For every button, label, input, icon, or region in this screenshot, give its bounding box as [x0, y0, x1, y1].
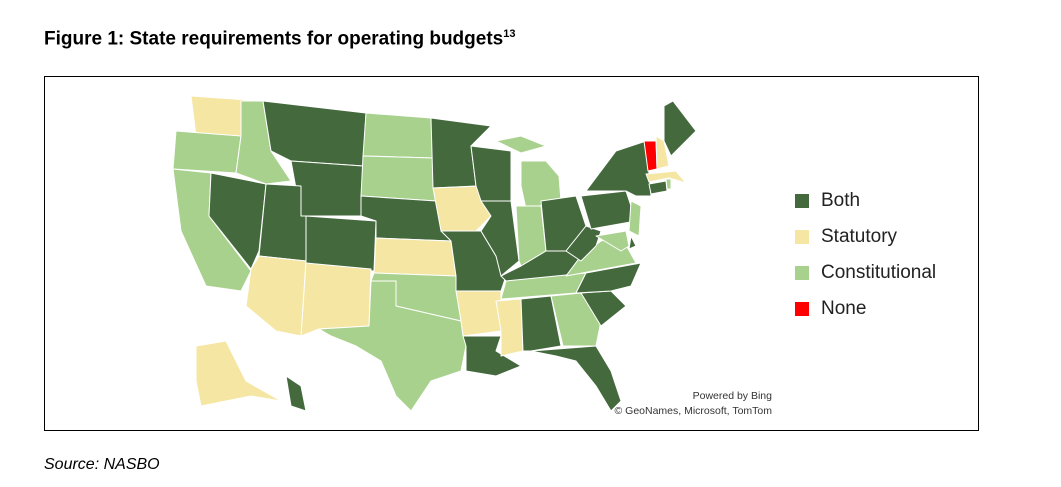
map-frame: Both Statutory Constitutional None Power… [44, 76, 979, 431]
state-sd [360, 155, 437, 202]
state-ia [432, 185, 492, 232]
state-ri [665, 178, 672, 190]
state-nm [300, 262, 372, 337]
legend-label: Constitutional [821, 262, 937, 283]
legend-label: Both [821, 190, 861, 211]
state-mt [262, 100, 367, 167]
state-me [663, 100, 697, 157]
state-ks [373, 237, 457, 277]
state-ct [648, 180, 668, 195]
legend-item-constitutional: Constitutional [795, 255, 936, 291]
legend-swatch [795, 302, 809, 316]
figure-title: Figure 1: State requirements for operati… [44, 28, 516, 50]
state-wy [290, 160, 364, 217]
state-nc [575, 262, 642, 294]
legend-label: None [821, 298, 867, 319]
state-co [305, 215, 377, 272]
legend-item-statutory: Statutory [795, 219, 936, 255]
state-fl [530, 345, 622, 412]
source-note: Source: NASBO [44, 456, 160, 473]
state-nv [208, 172, 267, 270]
legend-item-both: Both [795, 183, 936, 219]
state-nd [362, 112, 434, 159]
state-ms [495, 298, 524, 357]
state-ak [195, 340, 282, 407]
state-or [172, 130, 242, 174]
legend-label: Statutory [821, 226, 898, 247]
state-az [245, 255, 307, 337]
state-tx [318, 280, 467, 412]
legend-swatch [795, 266, 809, 280]
state-nh [655, 135, 670, 170]
state-al [520, 295, 562, 352]
map-credit-attribution: © GeoNames, Microsoft, TomTom [614, 405, 773, 417]
state-wv [565, 225, 602, 262]
state-pa [580, 190, 637, 230]
legend-swatch [795, 230, 809, 244]
state-ma [645, 170, 687, 184]
state-de [628, 235, 637, 250]
map-credit-powered: Powered by Bing [692, 390, 772, 402]
state-ar [455, 290, 502, 337]
state-la [462, 335, 522, 377]
state-hi [285, 375, 307, 412]
legend-swatch [795, 194, 809, 208]
state-il [480, 200, 520, 277]
state-nj [628, 200, 642, 237]
state-mi [495, 135, 547, 154]
map-legend: Both Statutory Constitutional None [795, 183, 936, 327]
footnote-marker: 13 [503, 28, 516, 40]
us-map [172, 95, 697, 412]
legend-item-none: None [795, 291, 936, 327]
state-ny [585, 140, 652, 197]
